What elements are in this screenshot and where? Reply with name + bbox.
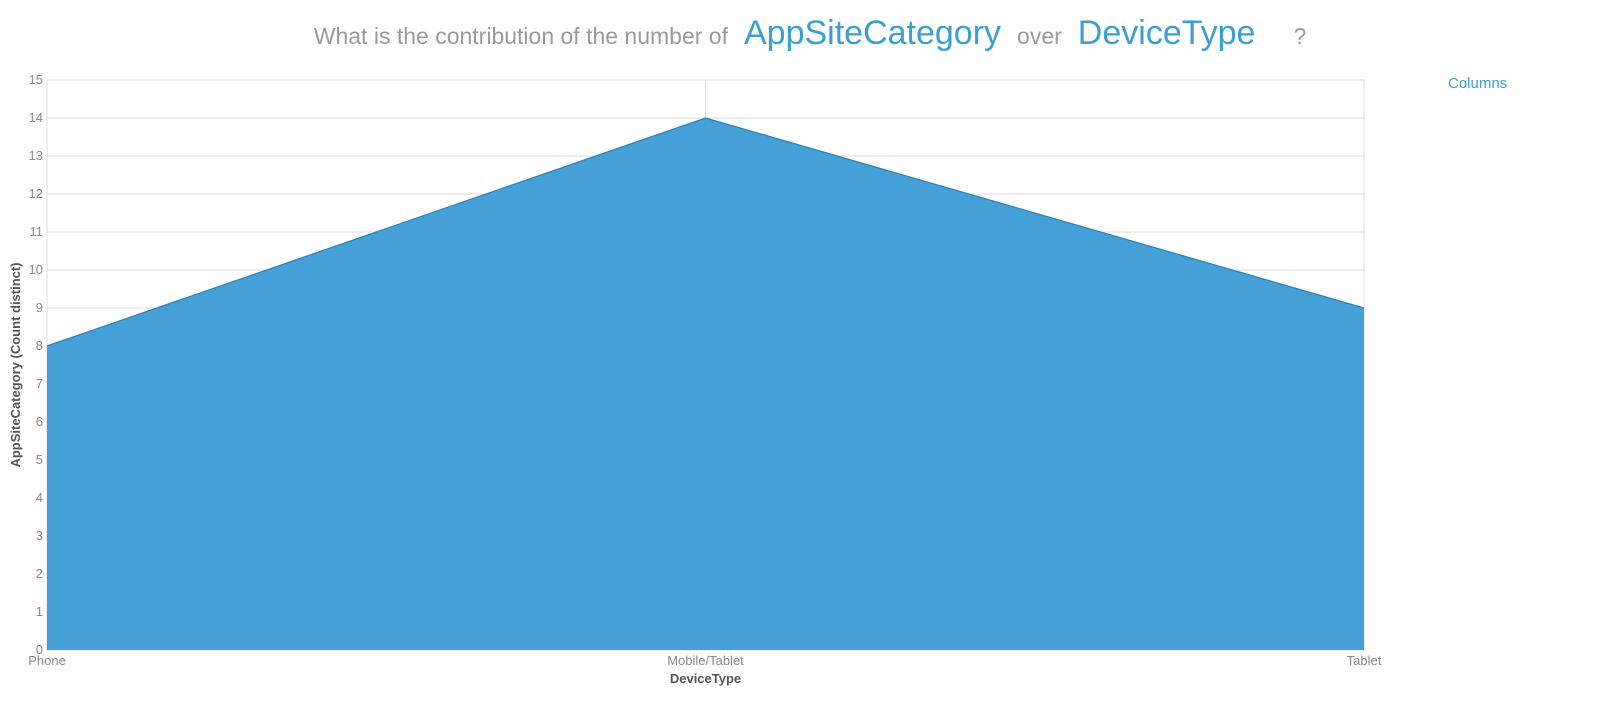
y-tick-label: 4	[36, 490, 43, 505]
y-tick-label: 5	[36, 452, 43, 467]
y-tick-label: 2	[36, 566, 43, 581]
area-line	[46, 117, 1365, 347]
data-point-phone[interactable]	[44, 343, 50, 349]
y-tick-label: 3	[36, 528, 43, 543]
data-point-tablet[interactable]	[1361, 305, 1367, 311]
y-tick-label: 12	[29, 186, 43, 201]
x-axis-title: DeviceType	[670, 671, 741, 686]
y-tick-label: 15	[29, 72, 43, 87]
chart-type-columns-link[interactable]: Columns	[1448, 75, 1508, 92]
y-tick-label: 0	[36, 642, 43, 657]
question-connector: over	[1017, 23, 1062, 49]
y-tick-label: 9	[36, 300, 43, 315]
y-tick-label: 11	[30, 224, 44, 239]
y-tick-label: 8	[36, 338, 43, 353]
question-suffix: ?	[1293, 23, 1307, 49]
measure-field-selector[interactable]: AppSiteCategory	[744, 14, 1002, 52]
y-tick-label: 13	[29, 148, 43, 163]
question-prefix: What is the contribution of the number o…	[313, 23, 728, 49]
y-tick-label: 1	[36, 604, 43, 619]
y-axis-title: AppSiteCategory (Count distinct)	[8, 262, 23, 467]
x-axis-ticks: Phone Mobile/Tablet Tablet	[28, 653, 1382, 668]
x-tick-label: Phone	[28, 653, 66, 668]
dimension-field-selector[interactable]: DeviceType	[1077, 14, 1256, 52]
area-fill	[47, 118, 1364, 650]
y-tick-label: 14	[29, 110, 43, 125]
x-tick-label: Tablet	[1347, 653, 1382, 668]
y-tick-label: 7	[36, 376, 43, 391]
y-tick-label: 10	[29, 262, 43, 277]
area-series	[44, 115, 1367, 650]
question-header: What is the contribution of the number o…	[0, 14, 1612, 54]
data-point-mobile-tablet[interactable]	[703, 115, 709, 121]
y-tick-label: 6	[36, 414, 43, 429]
x-tick-label: Mobile/Tablet	[667, 653, 744, 668]
